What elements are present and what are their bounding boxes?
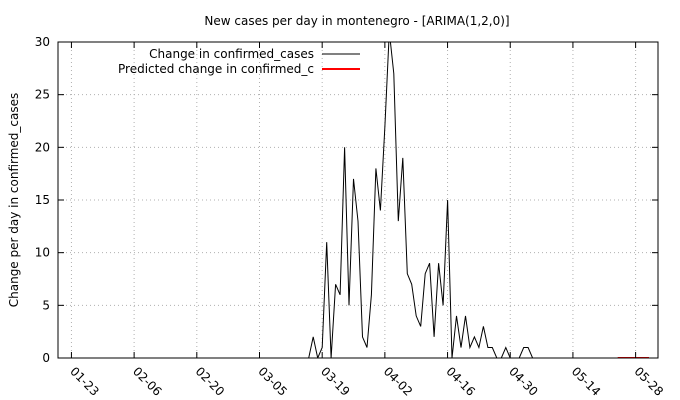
y-tick-label: 25 (35, 88, 50, 102)
legend-label-confirmed: Change in confirmed_cases (149, 47, 314, 61)
y-axis-label: Change per day in confirmed_cases (7, 93, 21, 308)
y-axis: 0 5 10 15 20 25 30 (35, 35, 658, 365)
y-tick-label: 20 (35, 140, 50, 154)
x-tick-label: 02-06 (130, 364, 165, 399)
series-line-confirmed (308, 42, 538, 358)
x-tick-label: 02-20 (193, 364, 228, 399)
legend-label-predicted: Predicted change in confirmed_c (118, 62, 314, 76)
x-tick-label: 05-14 (569, 364, 604, 399)
x-axis: 01-23 02-06 02-20 03-05 03-19 04-02 04-16 04-30… (67, 42, 666, 399)
grid (58, 42, 658, 358)
series-layer (308, 42, 649, 358)
x-tick-label: 04-30 (506, 364, 541, 399)
y-tick-label: 15 (35, 193, 50, 207)
x-tick-label: 01-23 (67, 364, 102, 399)
x-tick-label: 04-16 (443, 364, 478, 399)
y-tick-label: 30 (35, 35, 50, 49)
chart-title: New cases per day in montenegro - [ARIMA… (204, 14, 509, 28)
y-tick-label: 10 (35, 246, 50, 260)
x-tick-label: 04-02 (381, 364, 416, 399)
y-tick-label: 0 (42, 351, 50, 365)
y-tick-label: 5 (42, 298, 50, 312)
legend: Change in confirmed_cases Predicted chan… (118, 47, 360, 76)
x-tick-label: 03-19 (318, 364, 353, 399)
x-tick-label: 05-28 (631, 364, 666, 399)
x-tick-label: 03-05 (255, 364, 290, 399)
